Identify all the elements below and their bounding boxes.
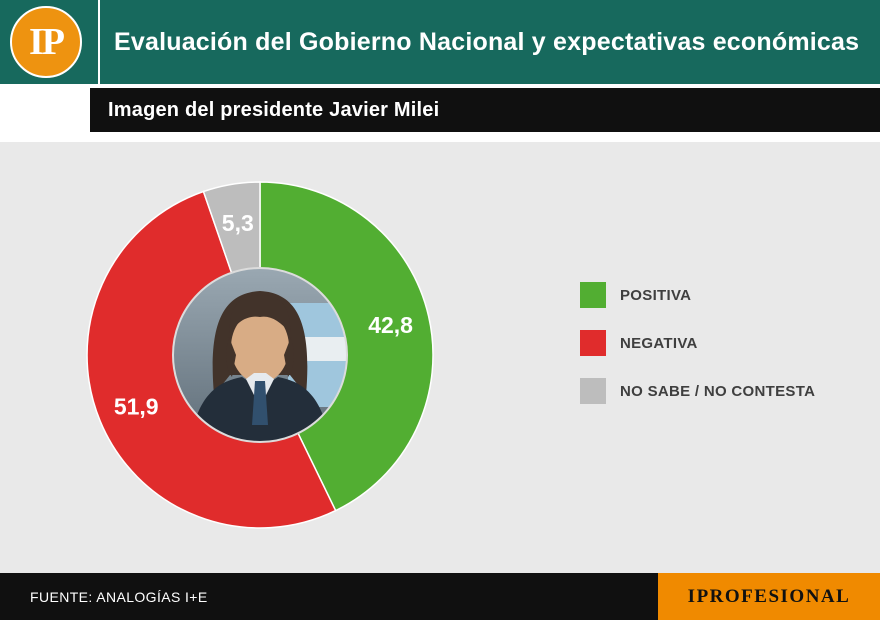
- legend-swatch-ns-nc: [580, 378, 606, 404]
- page-title: Evaluación del Gobierno Nacional y expec…: [114, 27, 860, 56]
- legend-item-ns-nc: NO SABE / NO CONTESTA: [580, 378, 815, 404]
- legend-label-positiva: POSITIVA: [620, 286, 692, 304]
- source-text: FUENTE: ANALOGÍAS I+E: [30, 588, 208, 605]
- chart-area: 42,8 51,9 5,3: [0, 142, 880, 573]
- legend-item-negativa: NEGATIVA: [580, 330, 815, 356]
- legend-swatch-positiva: [580, 282, 606, 308]
- subtitle-row: Imagen del presidente Javier Milei: [0, 84, 880, 132]
- logo-text: IP: [29, 21, 65, 63]
- slice-value-label: 5,3: [222, 210, 254, 236]
- legend-label-ns-nc: NO SABE / NO CONTESTA: [620, 382, 816, 400]
- brand-block: IPROFESIONAL: [658, 573, 880, 620]
- portrait-artwork: [173, 268, 347, 442]
- chart-title-bar: Imagen del presidente Javier Milei: [90, 88, 880, 132]
- chart-title: Imagen del presidente Javier Milei: [108, 98, 440, 121]
- donut-chart: 42,8 51,9 5,3: [86, 181, 434, 529]
- spacer: [0, 132, 880, 142]
- legend-label-negativa: NEGATIVA: [620, 334, 698, 352]
- brand-text: IPROFESIONAL: [687, 585, 851, 607]
- milei-photo: [172, 267, 348, 443]
- chart-legend: POSITIVA NEGATIVA NO SABE / NO CONTESTA: [580, 282, 815, 426]
- legend-item-positiva: POSITIVA: [580, 282, 815, 308]
- header-divider: [98, 0, 100, 84]
- slice-value-label: 51,9: [114, 393, 159, 419]
- iprofesional-logo: IP: [10, 6, 82, 78]
- footer-bar: FUENTE: ANALOGÍAS I+E IPROFESIONAL: [0, 573, 880, 620]
- legend-swatch-negativa: [580, 330, 606, 356]
- slice-value-label: 42,8: [368, 312, 413, 338]
- header-bar: IP Evaluación del Gobierno Nacional y ex…: [0, 0, 880, 84]
